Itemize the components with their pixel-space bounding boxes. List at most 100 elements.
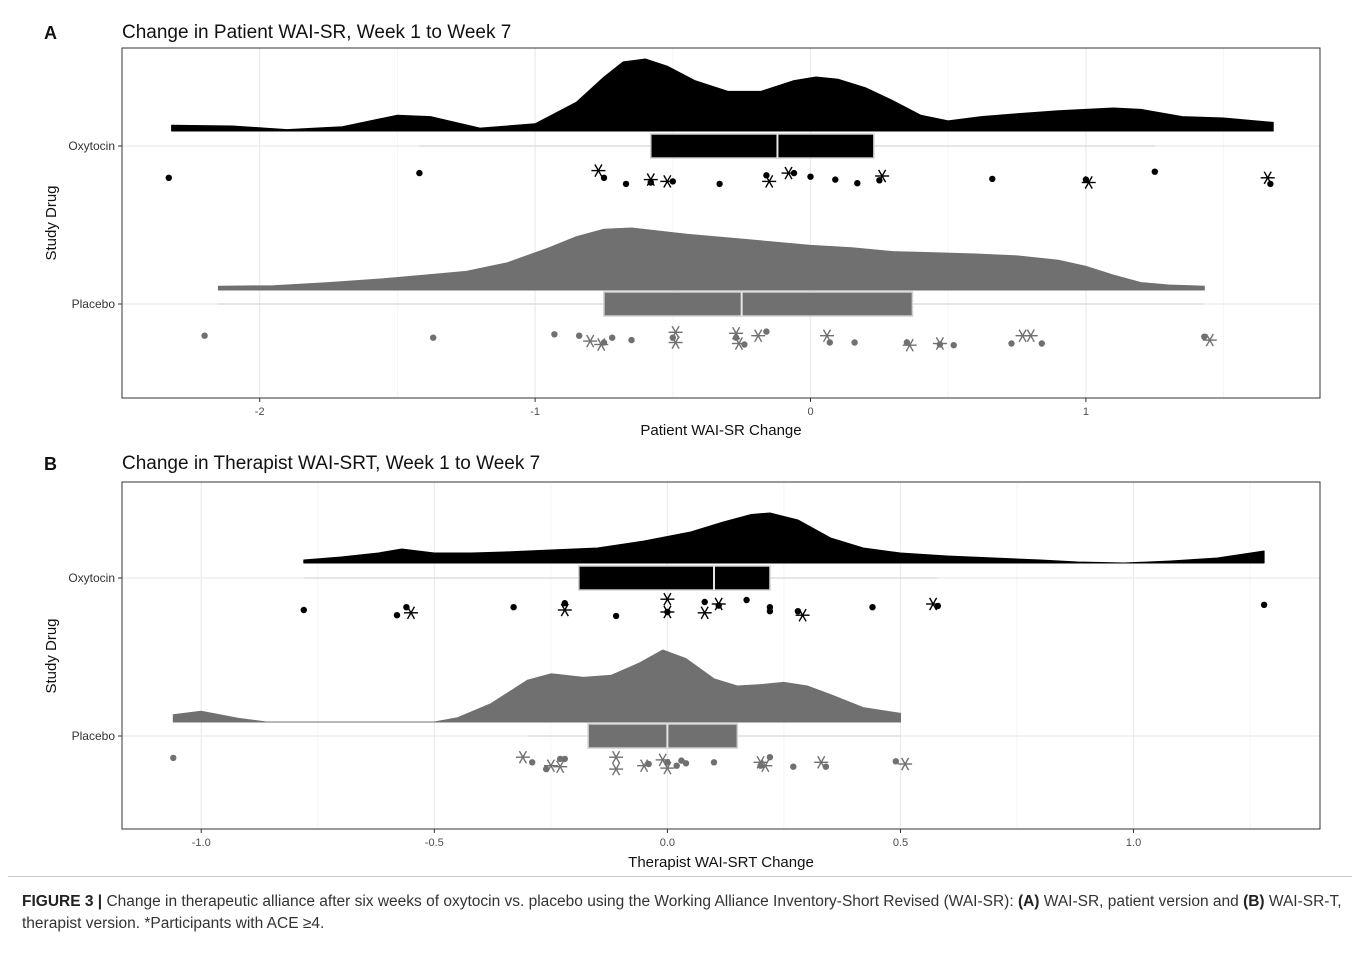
asterisk-stroke (611, 750, 621, 764)
data-point (628, 336, 635, 344)
ace-point-marker (758, 759, 773, 773)
data-point (201, 332, 208, 339)
asterisk-stroke (1084, 176, 1093, 189)
series-oxytocin (300, 512, 1268, 622)
box-iqr (603, 291, 914, 317)
density-cloud (171, 58, 1274, 132)
x-tick-label: 0.0 (660, 837, 675, 849)
data-point (551, 331, 558, 338)
data-point (766, 608, 774, 615)
asterisk-stroke (905, 338, 914, 352)
asterisk-stroke (546, 759, 556, 773)
ace-point-marker (898, 757, 913, 771)
ace-point-marker (1202, 333, 1217, 347)
data-point (936, 341, 944, 348)
panel-border (121, 481, 1321, 830)
category-label-oxytocin: Oxytocin (68, 571, 115, 585)
ace-point-marker (583, 334, 598, 348)
data-point (854, 180, 861, 187)
data-point (557, 755, 564, 763)
figure-caption-box: FIGURE 3 | Change in therapeutic allianc… (8, 876, 1352, 956)
caption-text-2: WAI-SR, patient version and (1039, 893, 1244, 910)
asterisk-stroke (560, 603, 569, 617)
panel-b: B Change in Therapist WAI-SRT, Week 1 to … (43, 453, 1321, 871)
series-placebo (170, 649, 913, 776)
x-tick-label: 1 (1083, 406, 1089, 418)
y-axis-title: Study Drug (43, 618, 60, 693)
figure-canvas: A Change in Patient WAI-SR, Week 1 to Wee… (43, 22, 1321, 871)
caption-figure-label: FIGURE 3 | (22, 893, 103, 910)
asterisk-stroke (663, 592, 672, 606)
asterisk-stroke (928, 597, 938, 611)
data-point (612, 612, 620, 620)
x-tick-label: -0.5 (425, 837, 444, 849)
caption-text-1: Change in therapeutic alliance after six… (102, 893, 1018, 910)
ace-point-marker (697, 606, 712, 620)
data-point (1008, 340, 1015, 347)
ace-point-marker (515, 750, 530, 764)
ace-point-marker (660, 761, 675, 775)
box-iqr (578, 565, 771, 591)
asterisk-stroke (518, 750, 528, 764)
asterisk-stroke (658, 753, 667, 767)
data-point (647, 179, 654, 186)
data-point (892, 758, 899, 765)
data-point (826, 339, 833, 346)
data-point (743, 596, 750, 604)
asterisk-stroke (822, 329, 832, 343)
data-point (664, 759, 671, 766)
data-point (822, 763, 830, 770)
ace-point-marker (591, 164, 606, 178)
data-point (741, 341, 748, 348)
box-iqr (587, 723, 739, 749)
data-point (669, 178, 676, 185)
data-point (710, 759, 718, 766)
asterisk-stroke (663, 174, 672, 188)
caption-label-a: (A) (1017, 893, 1040, 910)
series-oxytocin (165, 58, 1275, 189)
ace-point-marker (404, 606, 418, 620)
data-point (170, 754, 177, 762)
data-point (600, 339, 608, 346)
ace-point-marker (1023, 329, 1038, 343)
data-point (790, 763, 797, 770)
asterisk-stroke (594, 164, 603, 178)
asterisk-stroke (798, 608, 807, 622)
ace-point-marker (609, 762, 624, 776)
x-tick-label: 0 (807, 406, 813, 418)
data-point (600, 174, 608, 181)
density-cloud (217, 227, 1205, 291)
ace-point-marker (668, 336, 683, 349)
ace-point-marker (751, 329, 766, 343)
asterisk-stroke (1018, 329, 1027, 343)
data-point (622, 180, 630, 188)
asterisk-stroke (754, 329, 763, 343)
data-point (430, 334, 437, 341)
ace-point-marker (875, 169, 890, 183)
asterisk-stroke (734, 337, 744, 350)
panel-a: A Change in Patient WAI-SR, Week 1 to Wee… (43, 22, 1321, 439)
panel-b-letter: B (44, 454, 57, 474)
data-point (561, 600, 568, 607)
asterisk-stroke (877, 169, 887, 183)
asterisk-stroke (817, 755, 826, 769)
data-point (1260, 601, 1268, 608)
ace-point-marker (1081, 176, 1096, 189)
asterisk-stroke (663, 761, 672, 775)
x-tick-label: 1.0 (1126, 837, 1141, 849)
data-point (989, 175, 996, 183)
ace-point-marker (609, 750, 624, 764)
data-point (716, 180, 723, 188)
data-point (934, 602, 941, 610)
panel-border (121, 47, 1321, 399)
data-point (393, 612, 401, 619)
asterisk-stroke (900, 757, 910, 771)
data-point (165, 174, 172, 181)
panel-a-letter: A (44, 23, 57, 43)
x-tick-label: -2 (255, 406, 265, 418)
y-axis-title: Study Drug (43, 185, 60, 260)
data-point (851, 339, 858, 346)
data-point (682, 760, 690, 767)
data-point (715, 602, 722, 609)
ace-point-marker (660, 592, 675, 606)
